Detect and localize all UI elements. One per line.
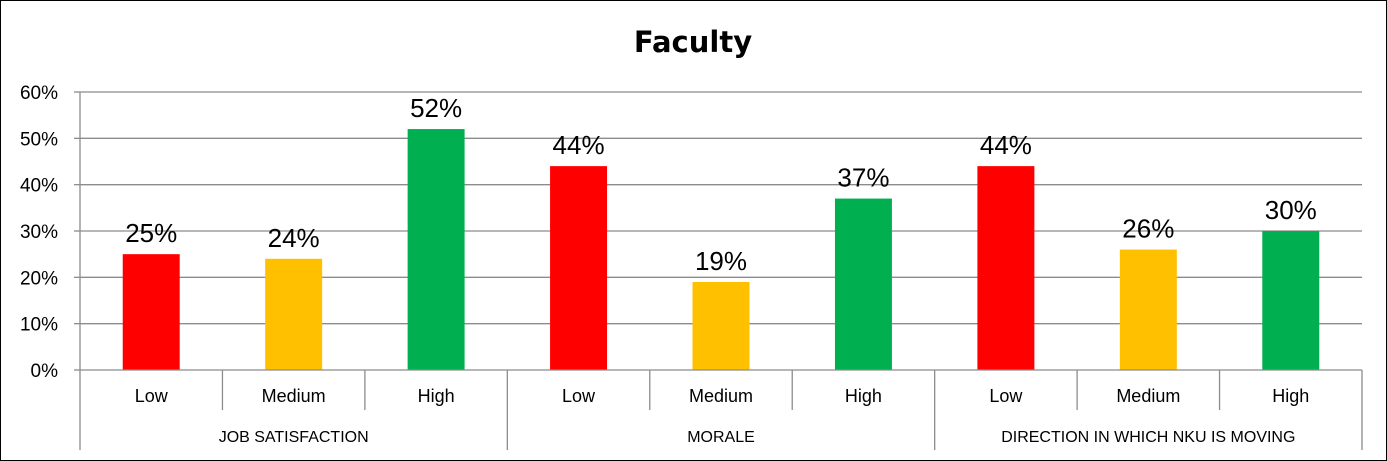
bar	[550, 166, 608, 370]
x-category-label: High	[1272, 386, 1309, 406]
data-label: 44%	[980, 130, 1032, 160]
x-category-label: Low	[135, 386, 169, 406]
bar	[692, 281, 750, 370]
axes: 0% 10% 20% 30% 40% 50% 60% Low Medium High JOB SAT…	[20, 83, 1363, 450]
y-tick-label: 30%	[20, 222, 58, 243]
chart-title: Faculty	[634, 25, 752, 59]
data-labels: 25% 24% 52% 44% 19% 37% 44% 26% 30%	[125, 93, 1317, 276]
y-tick-label: 0%	[31, 361, 59, 382]
y-tick-label: 20%	[20, 268, 58, 289]
data-label: 25%	[125, 218, 177, 248]
bar	[122, 254, 180, 370]
x-category-label: Low	[989, 386, 1023, 406]
x-category-label: Low	[562, 386, 596, 406]
x-group-label: MORALE	[687, 429, 755, 446]
data-label: 24%	[268, 223, 320, 253]
x-category-label: Medium	[689, 386, 753, 406]
data-label: 44%	[553, 130, 605, 160]
x-category-label: High	[845, 386, 882, 406]
x-group-label: JOB SATISFACTION	[219, 429, 369, 446]
bar	[407, 129, 465, 370]
x-category-label: High	[418, 386, 455, 406]
bar	[834, 198, 892, 370]
y-tick-label: 50%	[20, 129, 58, 150]
data-label: 26%	[1122, 214, 1174, 244]
bar	[1262, 231, 1320, 370]
bar	[1119, 249, 1177, 370]
bar	[977, 166, 1035, 370]
x-category-label: Medium	[262, 386, 326, 406]
data-label: 37%	[837, 163, 889, 193]
x-category-label: Medium	[1116, 386, 1180, 406]
data-label: 19%	[695, 246, 747, 276]
data-label: 52%	[410, 93, 462, 123]
y-tick-label: 10%	[20, 315, 58, 336]
data-label: 30%	[1265, 195, 1317, 225]
y-tick-label: 60%	[20, 83, 58, 104]
y-tick-label: 40%	[20, 176, 58, 197]
bar	[265, 258, 323, 370]
x-group-label: DIRECTION IN WHICH NKU IS MOVING	[1001, 429, 1295, 446]
bars	[122, 129, 1320, 370]
